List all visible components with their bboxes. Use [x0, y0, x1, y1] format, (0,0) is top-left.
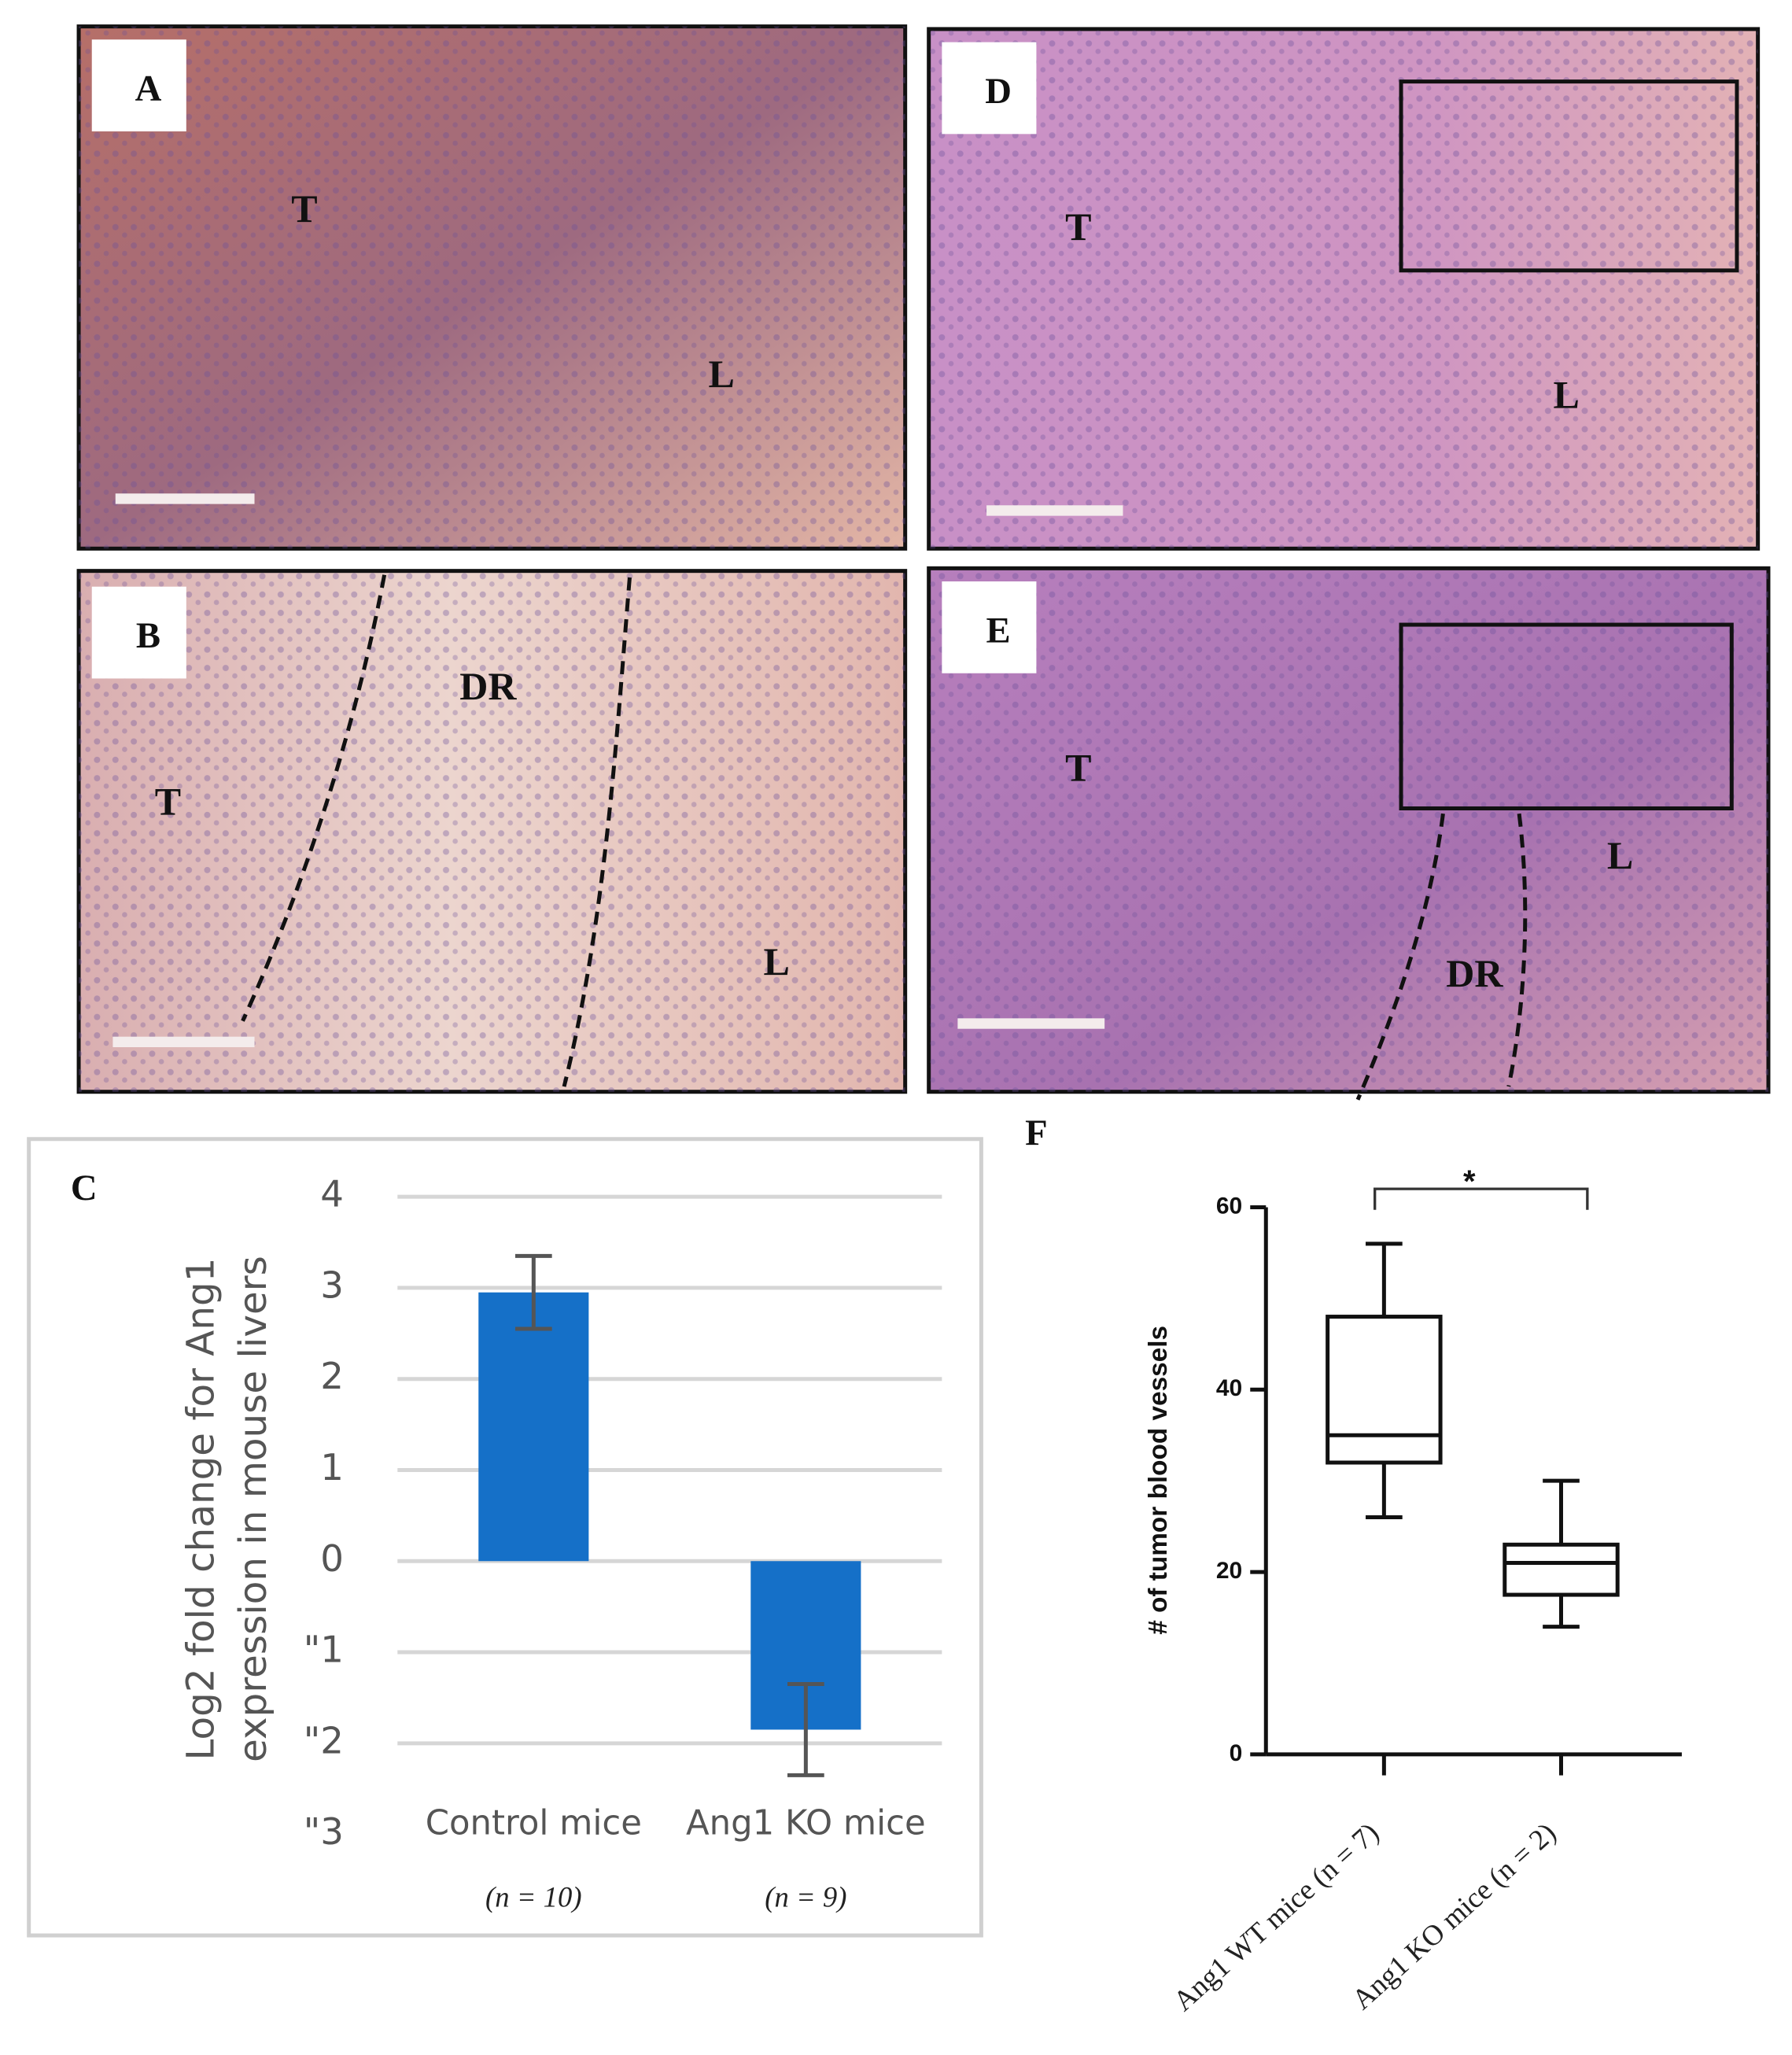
panel-c-frame: [27, 1137, 983, 1938]
y-tick-label: 2: [320, 1356, 344, 1398]
panel-label: A: [135, 68, 162, 109]
label-box: [942, 42, 1037, 135]
y-tick-label: 0: [320, 1538, 344, 1581]
y-tick-label: "1: [304, 1629, 344, 1672]
error-bar: [787, 1682, 824, 1777]
box: [1326, 1315, 1443, 1465]
boundary: [1355, 813, 1445, 1101]
y-tick-label: 20: [1216, 1558, 1242, 1584]
region-label: L: [709, 352, 735, 396]
panel-label: F: [1025, 1112, 1048, 1153]
y-axis-label: # of tumor blood vessels: [1144, 1326, 1173, 1635]
y-axis-label: expression in mouse livers: [231, 1256, 275, 1762]
panel-label: E: [986, 610, 1011, 651]
panel-label: C: [71, 1168, 98, 1208]
y-tick-label: 3: [320, 1264, 344, 1307]
box: [1503, 1542, 1620, 1597]
region-label: T: [291, 186, 317, 231]
scale-bar: [957, 1018, 1105, 1029]
region-label: L: [1553, 373, 1579, 417]
label-box: [91, 39, 186, 131]
label-box: [942, 581, 1037, 673]
region-label: T: [1065, 745, 1091, 789]
sample-size: (n = 9): [765, 1880, 846, 1913]
y-tick-label: 60: [1216, 1193, 1242, 1219]
x-tick-label: Control mice: [426, 1803, 642, 1843]
error-bar: [514, 1253, 552, 1331]
texture: [928, 28, 1758, 549]
label-box: [91, 586, 186, 679]
texture: [79, 570, 905, 1092]
region-label: DR: [1446, 951, 1503, 995]
region-label: DR: [459, 664, 517, 708]
texture: [928, 568, 1768, 1092]
panel-label: B: [136, 615, 160, 656]
scale-bar: [112, 1036, 255, 1048]
inset-box: [1399, 622, 1734, 811]
bar: [478, 1292, 589, 1562]
scale-bar: [986, 505, 1123, 516]
region-label: T: [155, 780, 181, 824]
region-label: L: [1607, 833, 1633, 877]
sample-size: (n = 10): [485, 1880, 582, 1913]
y-tick-label: 4: [320, 1174, 344, 1216]
inset-box: [1399, 79, 1739, 273]
y-tick-label: 40: [1216, 1375, 1242, 1401]
y-tick-label: 1: [320, 1447, 344, 1489]
region-label: L: [764, 939, 790, 983]
x-tick-label: Ang1 KO mice: [686, 1803, 926, 1843]
y-tick-label: 0: [1230, 1740, 1243, 1766]
micrographs: [76, 24, 1771, 1101]
y-tick-label: "3: [304, 1811, 344, 1854]
significance-bracket: [1373, 1187, 1589, 1210]
boundary: [1506, 813, 1528, 1087]
significance-label: *: [1463, 1164, 1476, 1199]
panel-label: D: [985, 71, 1012, 112]
boundary: [241, 574, 387, 1022]
scale-bar: [115, 493, 255, 504]
y-tick-label: "2: [304, 1720, 344, 1762]
region-label: T: [1065, 205, 1091, 249]
y-axis-label: Log2 fold change for Ang1: [179, 1258, 223, 1761]
texture: [79, 26, 905, 549]
boundary: [562, 577, 632, 1087]
